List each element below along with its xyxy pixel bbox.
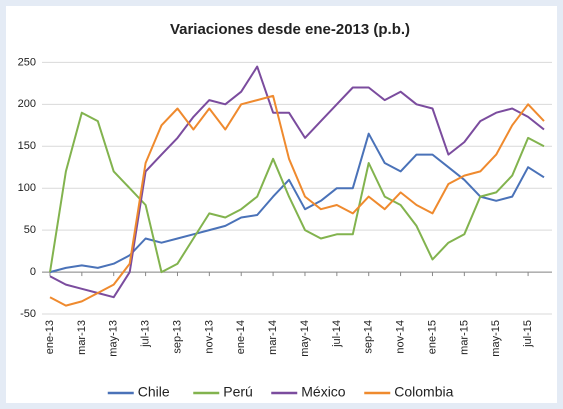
x-tick-label: mar-14 (267, 320, 279, 355)
legend-label: México (301, 384, 346, 400)
x-tick-label: ene-15 (426, 320, 438, 354)
x-tick-label: nov-14 (395, 320, 407, 354)
x-tick-label: jul-13 (140, 320, 152, 348)
chart-title: Variaciones desde ene-2013 (p.b.) (170, 21, 410, 38)
y-tick-label: 50 (24, 224, 36, 236)
x-tick-label: jul-14 (331, 320, 343, 348)
x-tick-label: may-13 (108, 320, 120, 357)
x-tick-label: nov-13 (203, 320, 215, 354)
y-tick-label: -50 (20, 308, 36, 320)
legend-label: Colombia (394, 384, 453, 400)
y-tick-label: 100 (18, 182, 36, 194)
y-tick-label: 250 (18, 56, 36, 68)
legend-label: Perú (223, 384, 253, 400)
series-line (49, 111, 545, 274)
series-line (49, 94, 545, 307)
y-tick-label: 200 (18, 98, 36, 110)
legend-label: Chile (138, 384, 170, 400)
x-tick-label: sep-14 (363, 320, 375, 354)
x-tick-label: jul-15 (522, 320, 534, 348)
y-tick-label: 150 (18, 140, 36, 152)
y-tick-label: 0 (30, 266, 36, 278)
x-tick-label: ene-13 (44, 320, 56, 354)
x-tick-label: mar-15 (458, 320, 470, 355)
series-line (49, 65, 545, 299)
x-tick-label: may-14 (299, 320, 311, 357)
x-tick-label: ene-14 (235, 320, 247, 354)
chart-area (6, 6, 557, 403)
x-tick-label: may-15 (490, 320, 502, 357)
x-tick-label: mar-13 (76, 320, 88, 355)
x-tick-label: sep-13 (171, 320, 183, 354)
